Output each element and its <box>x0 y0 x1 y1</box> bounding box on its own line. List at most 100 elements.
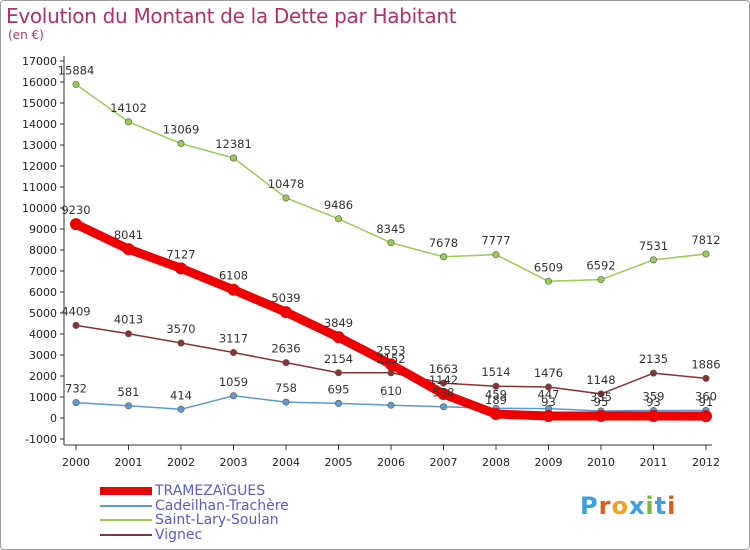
data-label: 93 <box>646 395 661 409</box>
y-tick-label: 11000 <box>22 181 57 194</box>
y-tick-label: 15000 <box>22 97 57 110</box>
data-point <box>177 140 185 148</box>
data-point <box>544 383 552 391</box>
y-tick-label: 13000 <box>22 139 57 152</box>
data-label: 3570 <box>166 322 195 336</box>
data-label: 360 <box>695 389 717 403</box>
data-label: 7812 <box>691 233 720 247</box>
data-label: 9230 <box>61 203 90 217</box>
x-tick-label: 2006 <box>377 456 405 469</box>
legend-item: Saint-Lary-Soulan <box>100 513 289 528</box>
data-label: 9486 <box>324 198 353 212</box>
y-tick-label: 3000 <box>29 349 57 362</box>
y-tick-label: 0 <box>50 412 57 425</box>
data-point <box>647 410 660 423</box>
data-label: 2152 <box>376 352 405 366</box>
data-label: 3117 <box>219 332 248 346</box>
y-tick-label: 17000 <box>22 55 57 68</box>
data-point <box>282 194 290 202</box>
data-label: 447 <box>538 388 560 402</box>
legend-swatch <box>100 504 152 507</box>
data-label: 459 <box>485 387 507 401</box>
data-label: 14102 <box>110 101 147 115</box>
data-point <box>72 80 80 88</box>
legend-swatch <box>100 519 152 522</box>
y-tick-label: 2000 <box>29 370 57 383</box>
data-label: 12381 <box>215 137 252 151</box>
data-point <box>334 215 342 223</box>
data-label: 610 <box>380 384 402 398</box>
data-label: 758 <box>275 381 297 395</box>
logo-letter: o <box>611 492 629 520</box>
data-label: 7678 <box>429 236 458 250</box>
data-point <box>282 359 290 367</box>
x-tick-label: 2007 <box>430 456 458 469</box>
data-label: 2135 <box>639 352 668 366</box>
x-tick-label: 2001 <box>115 456 143 469</box>
data-label: 732 <box>65 382 87 396</box>
legend-label: Cadeilhan-Trachère <box>155 497 289 514</box>
data-point <box>700 410 712 423</box>
data-label: 6509 <box>534 260 563 274</box>
data-point <box>649 369 657 377</box>
y-tick-label: 12000 <box>22 160 57 173</box>
data-label: 538 <box>433 386 455 400</box>
data-label: 695 <box>328 382 350 396</box>
x-tick-label: 2004 <box>272 456 300 469</box>
legend-label: Saint-Lary-Soulan <box>155 512 279 529</box>
data-point <box>437 388 450 401</box>
data-label: 91 <box>699 395 714 409</box>
x-tick-label: 2008 <box>482 456 510 469</box>
legend-swatch <box>100 487 152 496</box>
data-point <box>125 402 133 410</box>
y-tick-label: 8000 <box>29 244 57 257</box>
data-label: 2154 <box>324 352 353 366</box>
x-tick-label: 2009 <box>535 456 563 469</box>
data-label: 13069 <box>163 123 200 137</box>
logo-letter: t <box>654 492 668 520</box>
y-tick-label: 16000 <box>22 76 57 89</box>
proxiti-logo: Proxiti <box>580 492 676 520</box>
data-point <box>175 262 187 275</box>
data-point <box>490 408 502 421</box>
y-tick-label: -1000 <box>25 433 57 446</box>
data-point <box>122 243 135 256</box>
data-label: 1142 <box>429 373 458 387</box>
data-point <box>72 399 80 407</box>
logo-letter: i <box>645 492 655 520</box>
data-label: 10478 <box>268 177 305 191</box>
data-label: 414 <box>170 388 192 402</box>
data-point <box>282 398 290 406</box>
y-tick-label: 5000 <box>29 307 57 320</box>
data-point <box>334 369 342 377</box>
y-tick-label: 10000 <box>22 202 57 215</box>
y-tick-label: 1000 <box>29 391 57 404</box>
data-label: 1663 <box>429 362 458 376</box>
data-point <box>597 390 605 398</box>
y-tick-label: 14000 <box>22 118 57 131</box>
data-point <box>70 218 82 231</box>
data-point <box>125 118 133 126</box>
data-point <box>230 349 238 357</box>
data-point <box>227 283 240 296</box>
data-point <box>177 339 185 347</box>
data-point <box>387 239 395 247</box>
data-point <box>280 306 292 319</box>
y-tick-label: 7000 <box>29 265 57 278</box>
legend-item: Cadeilhan-Trachère <box>100 499 289 514</box>
data-point <box>542 410 555 423</box>
legend-label: Vignec <box>155 526 203 543</box>
data-point <box>385 358 397 371</box>
data-point <box>702 374 710 382</box>
data-point <box>492 251 500 259</box>
y-tick-label: 9000 <box>29 223 57 236</box>
data-point <box>597 276 605 284</box>
data-point <box>230 392 238 400</box>
logo-letter: r <box>598 492 612 520</box>
data-point <box>125 330 133 338</box>
data-label: 3849 <box>324 316 353 330</box>
x-tick-label: 2011 <box>640 456 668 469</box>
data-label: 8041 <box>114 228 143 242</box>
